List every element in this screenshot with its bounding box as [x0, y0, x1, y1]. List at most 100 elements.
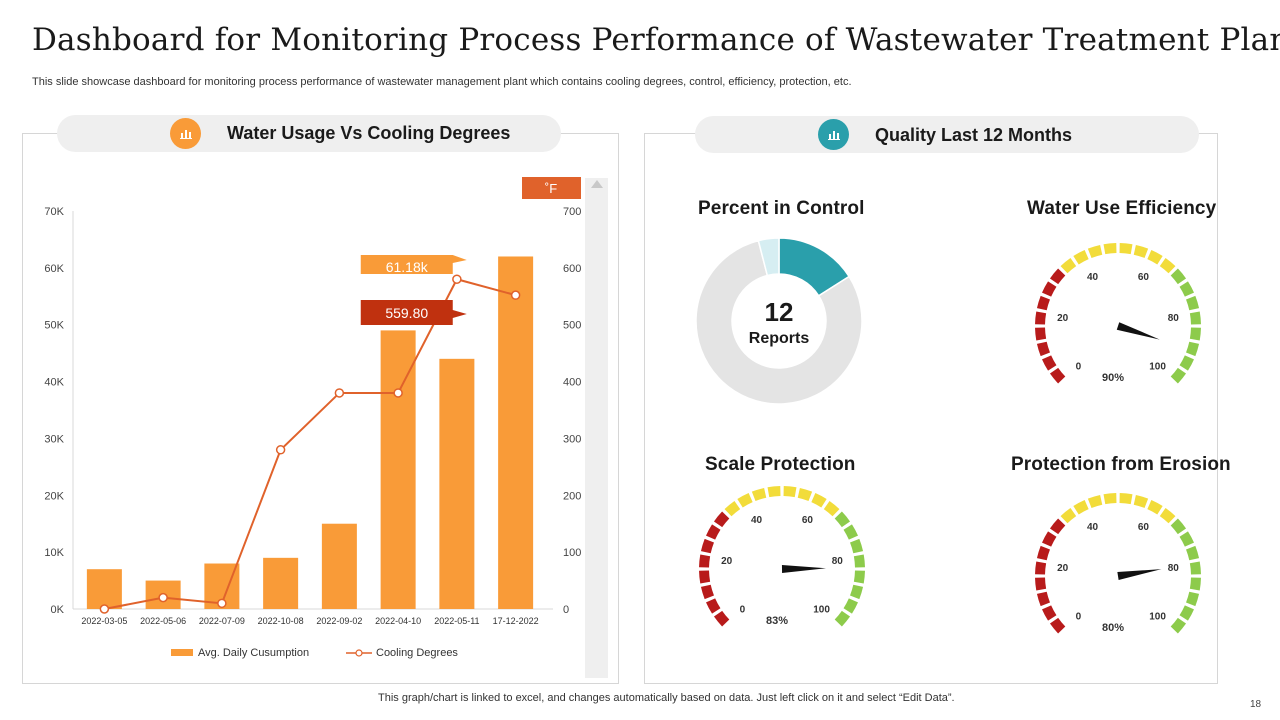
- gauge-segment: [1170, 367, 1187, 384]
- y-right-tick-label: 500: [563, 320, 581, 332]
- gauge-segment: [1035, 311, 1047, 325]
- gauge-tick-label: 100: [813, 605, 830, 616]
- gauge-segment: [1049, 518, 1066, 535]
- gauge-segment: [797, 487, 813, 501]
- gauge-segment: [1119, 243, 1133, 255]
- donut-center-value: 12: [765, 297, 794, 327]
- gauge-segment: [699, 554, 711, 568]
- gauge-segment: [724, 500, 741, 517]
- y-left-tick-label: 0K: [51, 604, 65, 616]
- gauge-segment: [1103, 493, 1117, 505]
- y-right-tick-label: 200: [563, 490, 581, 502]
- right-panel-title: Quality Last 12 Months: [875, 125, 1073, 145]
- gauge-segment: [853, 554, 865, 568]
- line-point: [393, 388, 403, 398]
- footer-note: This graph/chart is linked to excel, and…: [378, 692, 955, 704]
- gauge-segment: [1147, 250, 1163, 265]
- y-left-tick-label: 30K: [44, 433, 64, 445]
- page-number: 18: [1250, 699, 1262, 710]
- gauge-segment: [1060, 257, 1077, 274]
- gauge-segment: [1035, 577, 1047, 591]
- gauge-segment: [1103, 243, 1117, 255]
- gauge-segment: [751, 487, 767, 501]
- gauge-tick-label: 0: [1076, 612, 1082, 623]
- gauge-tick-label: 80: [1168, 563, 1180, 574]
- protection-from-erosion-gauge: 0 20 40 60 80 100 80%: [1035, 493, 1201, 634]
- y-right-tick-label: 0: [563, 604, 569, 616]
- y-left-tick-label: 10K: [44, 547, 64, 559]
- gauge-segment: [1186, 341, 1200, 357]
- gauge-segment: [1073, 250, 1089, 265]
- gauge-segment: [1073, 500, 1089, 515]
- line-point: [275, 445, 286, 455]
- gauge-segment: [1159, 507, 1176, 524]
- bar: [86, 569, 122, 609]
- percent-in-control-donut: 12 Reports: [695, 237, 863, 405]
- gauge-segment: [1186, 295, 1200, 311]
- line-point: [452, 274, 462, 284]
- gauge-segment: [1189, 577, 1201, 591]
- scrollbar-track[interactable]: [585, 178, 608, 678]
- gauge-tick-label: 80: [1168, 313, 1180, 324]
- gauge-segment: [1133, 494, 1149, 508]
- gauge-tick-label: 100: [1149, 362, 1166, 373]
- slide-subtitle: This slide showcase dashboard for monito…: [32, 76, 852, 88]
- gauge-needle: [1116, 322, 1160, 340]
- bar: [321, 523, 357, 609]
- gauge-segment: [850, 538, 864, 554]
- gauge-segment: [1119, 493, 1133, 505]
- gauge-segment: [1179, 531, 1194, 547]
- y-right-tick-label: 700: [563, 206, 581, 218]
- gauge-segment: [1042, 531, 1057, 547]
- line-point: [158, 592, 168, 603]
- y-right-tick-label: 300: [563, 433, 581, 445]
- gauge-segment: [1159, 257, 1176, 274]
- callout-bar-label: 61.18k: [386, 259, 429, 275]
- bar: [380, 330, 416, 609]
- gauge-segment: [1036, 341, 1050, 357]
- gauge-segment: [811, 493, 827, 508]
- slide-title: Dashboard for Monitoring Process Perform…: [32, 22, 1280, 58]
- gauge-segment: [1147, 500, 1163, 515]
- x-tick-label: 2022-05-11: [434, 616, 479, 626]
- gauge-segment: [1189, 561, 1201, 575]
- y-left-tick-label: 70K: [44, 206, 64, 218]
- x-tick-label: 2022-07-09: [199, 616, 245, 626]
- gauge-tick-label: 0: [1076, 362, 1082, 373]
- y-right-tick-label: 100: [563, 547, 581, 559]
- bar-chart-icon: [818, 119, 849, 150]
- gauge-segment: [1087, 244, 1103, 258]
- gauge-segment: [1170, 518, 1187, 535]
- gauge-segment: [700, 538, 714, 554]
- x-tick-label: 2022-10-08: [258, 616, 304, 626]
- unit-badge-label: ˚F: [545, 181, 557, 196]
- x-tick-label: 17-12-2022: [493, 616, 539, 626]
- line-point: [334, 388, 345, 398]
- gauge-segment: [706, 524, 721, 540]
- callout-bar-value: [360, 255, 467, 274]
- gauge-segment: [737, 493, 753, 508]
- gauge-tick-label: 80: [832, 556, 844, 567]
- x-tick-label: 2022-05-06: [140, 616, 186, 626]
- gauge-needle: [1117, 569, 1162, 580]
- cooling-degrees-line: [104, 278, 516, 610]
- gauge-segment: [767, 486, 781, 498]
- scale-protection-gauge: 0 20 40 60 80 100 83%: [699, 486, 865, 627]
- line-point: [217, 598, 227, 609]
- gauge-segment: [1186, 591, 1200, 607]
- gauge-segment: [1036, 591, 1050, 607]
- donut-slice: [757, 237, 780, 277]
- right-panel-header: Quality Last 12 Months: [695, 116, 1199, 153]
- gauge-tick-label: 60: [1138, 272, 1150, 283]
- gauge-segment: [1042, 355, 1057, 371]
- x-tick-label: 2022-09-02: [316, 616, 362, 626]
- gauge-segment: [1049, 367, 1066, 384]
- left-panel-header: Water Usage Vs Cooling Degrees: [57, 115, 561, 152]
- callout-line-label: 559.80: [385, 305, 428, 321]
- gauge-segment: [1179, 281, 1194, 297]
- gauge-tick-label: 60: [802, 515, 814, 526]
- scroll-up-icon[interactable]: [591, 180, 603, 188]
- bar: [263, 557, 299, 609]
- gauge-segment: [823, 500, 840, 517]
- gauge-segment: [1170, 268, 1187, 285]
